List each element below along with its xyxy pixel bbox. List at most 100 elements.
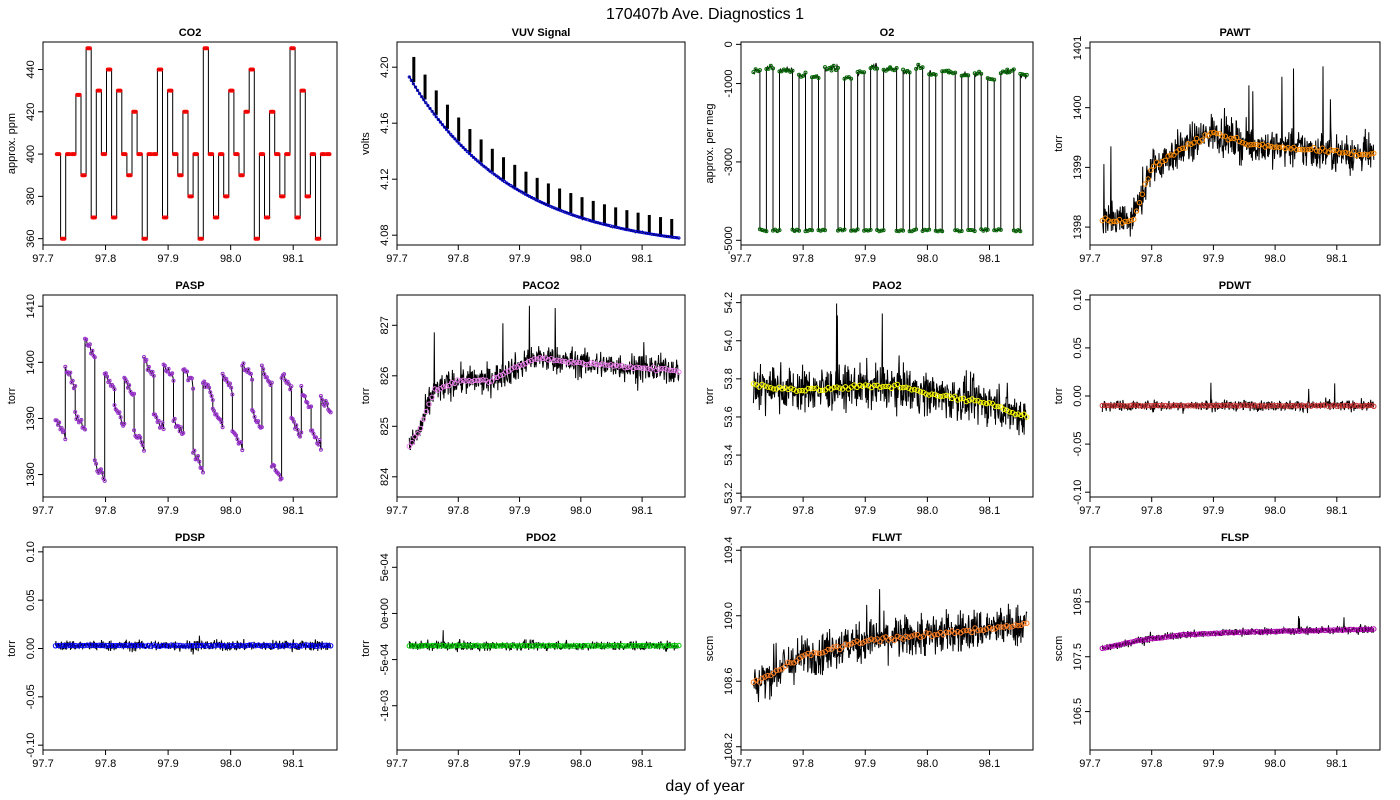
x-tick-label: 98.0 — [917, 253, 938, 265]
data-marker — [1171, 633, 1177, 639]
panel-pdwt: PDWT torr 97.7 97.8 97.9 98.0 98.1 -0.10 -0.05 0.… — [1053, 280, 1381, 517]
data-marker — [492, 172, 496, 176]
y-tick-label: 4.16 — [379, 112, 391, 133]
plot-area — [750, 589, 1030, 703]
data-marker — [1168, 403, 1174, 409]
y-tick-label: 108.5 — [1072, 588, 1084, 616]
y-tick-label: 5e-04 — [379, 553, 391, 581]
data-marker — [951, 71, 955, 76]
data-marker — [906, 634, 912, 640]
data-marker — [1199, 402, 1206, 408]
data-marker — [174, 152, 179, 157]
data-marker — [459, 143, 463, 147]
data-marker — [862, 382, 869, 388]
y-axis-label: torr — [1053, 135, 1065, 152]
data-marker — [511, 643, 517, 649]
plot-frame — [740, 546, 1034, 751]
data-marker — [420, 643, 427, 649]
data-marker — [1294, 628, 1300, 634]
data-marker — [507, 182, 511, 186]
data-marker — [992, 228, 997, 233]
data-marker — [99, 467, 103, 472]
data-marker — [466, 377, 472, 384]
plot-frame — [396, 546, 686, 751]
data-marker — [224, 376, 229, 381]
x-tick-label: 98.1 — [979, 758, 1000, 770]
data-marker — [940, 229, 945, 234]
data-marker — [662, 643, 668, 649]
y-axis-label: volts — [360, 132, 372, 155]
plot-frame — [42, 294, 338, 498]
data-marker — [1185, 141, 1191, 147]
data-marker — [610, 363, 617, 369]
data-marker — [782, 385, 788, 391]
data-marker — [169, 88, 174, 93]
data-marker — [318, 447, 323, 452]
data-marker — [63, 437, 68, 442]
data-marker — [605, 643, 611, 649]
data-marker — [1202, 631, 1208, 637]
data-marker — [811, 385, 817, 392]
data-marker — [855, 227, 860, 232]
data-marker — [862, 638, 869, 644]
data-marker — [196, 454, 200, 458]
data-marker — [1314, 403, 1320, 409]
data-marker — [1208, 630, 1214, 637]
panel-title: O2 — [880, 27, 895, 39]
data-marker — [249, 642, 256, 648]
panel-title: FLWT — [872, 532, 902, 544]
data-marker — [287, 382, 291, 387]
data-marker — [959, 229, 964, 233]
data-marker — [220, 425, 225, 430]
data-marker — [848, 641, 854, 647]
x-tick-label: 97.8 — [95, 505, 116, 517]
x-tick-label: 98.1 — [1326, 253, 1347, 265]
data-marker — [281, 643, 288, 649]
data-marker — [909, 387, 915, 393]
data-marker — [955, 397, 961, 403]
data-marker — [1248, 403, 1254, 409]
data-marker — [116, 642, 122, 649]
data-marker — [765, 384, 771, 390]
data-marker — [76, 643, 82, 649]
data-marker — [415, 643, 421, 649]
data-marker — [194, 642, 201, 648]
data-marker — [418, 92, 422, 96]
data-marker — [100, 470, 105, 475]
data-marker — [1102, 645, 1108, 651]
data-marker — [568, 643, 574, 649]
data-marker — [416, 88, 420, 93]
data-marker — [585, 361, 591, 368]
data-marker — [670, 367, 676, 374]
data-marker — [1314, 148, 1320, 154]
data-marker — [103, 371, 108, 376]
data-marker — [413, 85, 418, 89]
data-marker — [81, 642, 88, 649]
data-marker — [823, 228, 827, 233]
data-marker — [1151, 635, 1157, 642]
x-tick-label: 97.8 — [792, 253, 813, 265]
data-marker — [645, 643, 651, 649]
data-marker — [1336, 150, 1343, 156]
panel-title: PACO2 — [522, 280, 559, 292]
data-marker — [987, 77, 992, 81]
data-marker — [1256, 629, 1263, 635]
data-marker — [205, 46, 210, 51]
data-marker — [491, 643, 498, 649]
data-marker — [534, 642, 540, 649]
data-marker — [212, 642, 218, 649]
data-marker — [255, 642, 261, 648]
data-marker — [972, 229, 977, 234]
data-marker — [103, 152, 108, 157]
data-marker — [608, 643, 614, 649]
data-marker — [1336, 403, 1343, 409]
data-marker — [1122, 403, 1128, 409]
x-tick-label: 98.0 — [220, 253, 241, 265]
data-marker — [888, 385, 895, 391]
x-tick-label: 97.9 — [855, 758, 876, 770]
data-marker — [927, 72, 932, 77]
data-marker — [189, 643, 195, 649]
data-marker — [1125, 403, 1131, 409]
x-tick-label: 97.7 — [32, 758, 53, 770]
